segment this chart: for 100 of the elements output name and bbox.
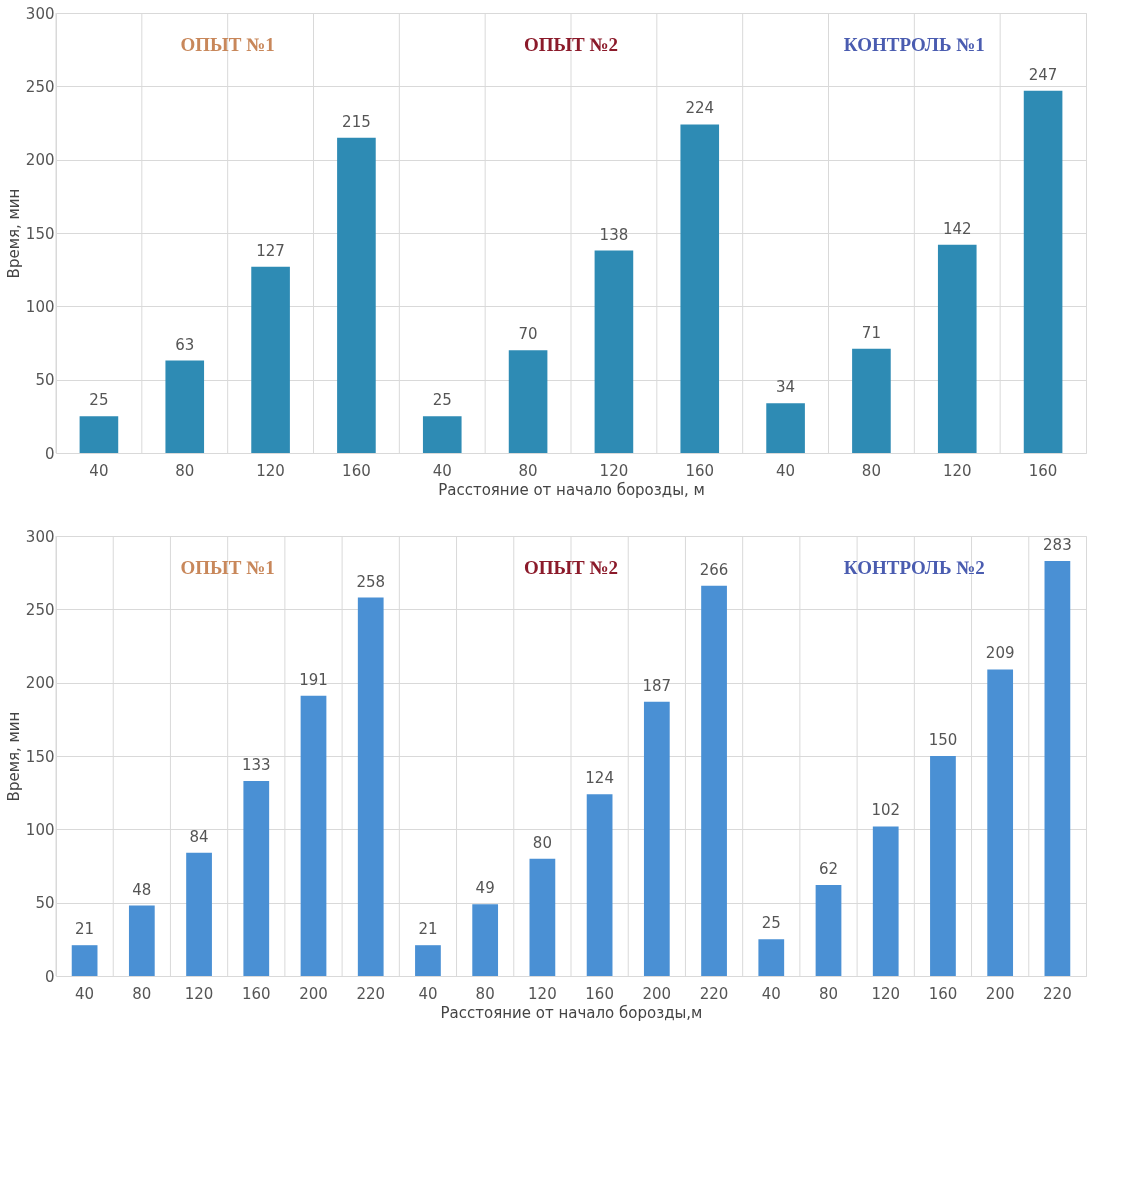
bar <box>586 794 613 976</box>
bar <box>529 858 556 976</box>
x-tick-label: 120 <box>184 984 214 1003</box>
data-label: 49 <box>475 879 495 898</box>
x-tick-label: 160 <box>1028 461 1058 480</box>
y-tick-label: 100 <box>25 297 55 316</box>
data-label: 142 <box>942 219 972 238</box>
y-tick-label: 100 <box>25 820 55 839</box>
bar <box>594 250 634 453</box>
data-label: 209 <box>985 644 1015 663</box>
y-tick-label: 200 <box>25 151 55 170</box>
data-label: 224 <box>685 99 715 118</box>
bar <box>1044 560 1071 976</box>
x-tick-label: 120 <box>528 984 557 1003</box>
bar <box>186 852 212 976</box>
y-tick-label: 250 <box>25 77 55 96</box>
data-label: 247 <box>1028 65 1058 84</box>
data-label: 70 <box>518 325 538 344</box>
x-tick-label: 200 <box>985 984 1015 1003</box>
x-tick-label: 200 <box>299 984 328 1003</box>
x-tick-label: 40 <box>75 984 95 1003</box>
x-tick-label: 160 <box>241 984 271 1003</box>
data-label: 34 <box>776 378 796 397</box>
x-tick-label: 80 <box>175 461 195 480</box>
bar <box>79 416 119 453</box>
x-tick-label: 160 <box>685 461 715 480</box>
bar <box>1023 90 1063 453</box>
data-label: 138 <box>599 225 629 244</box>
x-tick-label: 220 <box>699 984 729 1003</box>
bar <box>508 350 548 453</box>
bar <box>852 348 891 453</box>
x-tick-label: 40 <box>761 984 781 1003</box>
data-label: 266 <box>699 560 729 579</box>
bar <box>243 780 270 976</box>
bar <box>766 403 805 453</box>
bar <box>415 945 441 976</box>
y-tick-label: 300 <box>25 4 55 23</box>
x-tick-label: 120 <box>871 984 901 1003</box>
y-tick-label: 300 <box>25 527 55 546</box>
data-label: 215 <box>342 112 371 131</box>
y-tick-label: 150 <box>25 747 55 766</box>
annotation: КОНТРОЛЬ №1 <box>843 34 985 55</box>
x-tick-label: 200 <box>642 984 672 1003</box>
bar <box>165 360 205 453</box>
annotation: ОПЫТ №2 <box>523 557 619 578</box>
bar <box>930 756 956 976</box>
annotation: КОНТРОЛЬ №2 <box>843 557 985 578</box>
data-label: 62 <box>818 860 839 879</box>
x-tick-label: 80 <box>475 984 495 1003</box>
bar <box>422 416 462 453</box>
data-label: 258 <box>356 572 386 591</box>
y-tick-label: 200 <box>25 674 55 693</box>
x-tick-label: 40 <box>89 461 109 480</box>
y-tick-label: 150 <box>25 224 55 243</box>
x-tick-label: 80 <box>818 984 839 1003</box>
bar <box>701 585 727 976</box>
x-tick-label: 120 <box>599 461 629 480</box>
x-axis-title: Расстояние от начало борозды,м <box>440 1003 703 1022</box>
x-tick-label: 160 <box>342 461 371 480</box>
annotation: ОПЫТ №1 <box>180 34 275 55</box>
bar <box>71 945 98 976</box>
x-tick-label: 120 <box>942 461 972 480</box>
y-tick-label: 50 <box>35 894 55 913</box>
y-tick-label: 0 <box>44 444 55 463</box>
data-label: 71 <box>861 323 881 342</box>
bar <box>758 939 785 976</box>
data-label: 84 <box>189 827 209 846</box>
bar <box>937 244 977 453</box>
data-label: 63 <box>175 335 195 354</box>
bar <box>872 826 899 976</box>
x-tick-label: 120 <box>256 461 285 480</box>
bar <box>128 905 155 976</box>
bar <box>472 904 499 976</box>
x-tick-label: 40 <box>776 461 796 480</box>
data-label: 21 <box>418 920 438 939</box>
data-label: 150 <box>928 731 958 749</box>
annotation: ОПЫТ №1 <box>180 557 275 578</box>
data-label: 133 <box>241 755 271 774</box>
x-tick-label: 160 <box>585 984 614 1003</box>
bar <box>251 266 290 453</box>
x-tick-label: 220 <box>356 984 386 1003</box>
data-label: 191 <box>299 670 328 689</box>
y-tick-label: 0 <box>44 967 55 986</box>
data-label: 283 <box>1043 535 1072 554</box>
data-label: 21 <box>75 920 95 939</box>
data-label: 127 <box>256 241 285 260</box>
x-tick-label: 80 <box>518 461 538 480</box>
x-tick-label: 40 <box>432 461 452 480</box>
x-axis-title: Расстояние от начало борозды, м <box>438 480 705 499</box>
x-tick-label: 40 <box>418 984 438 1003</box>
x-tick-label: 80 <box>132 984 152 1003</box>
bar <box>987 669 1014 976</box>
annotation: ОПЫТ №2 <box>523 34 619 55</box>
bar <box>815 885 842 976</box>
bar <box>643 701 670 976</box>
data-label: 25 <box>761 914 781 933</box>
bar <box>337 137 376 453</box>
data-label: 124 <box>585 769 614 788</box>
y-tick-label: 50 <box>35 371 55 390</box>
x-tick-label: 220 <box>1043 984 1072 1003</box>
